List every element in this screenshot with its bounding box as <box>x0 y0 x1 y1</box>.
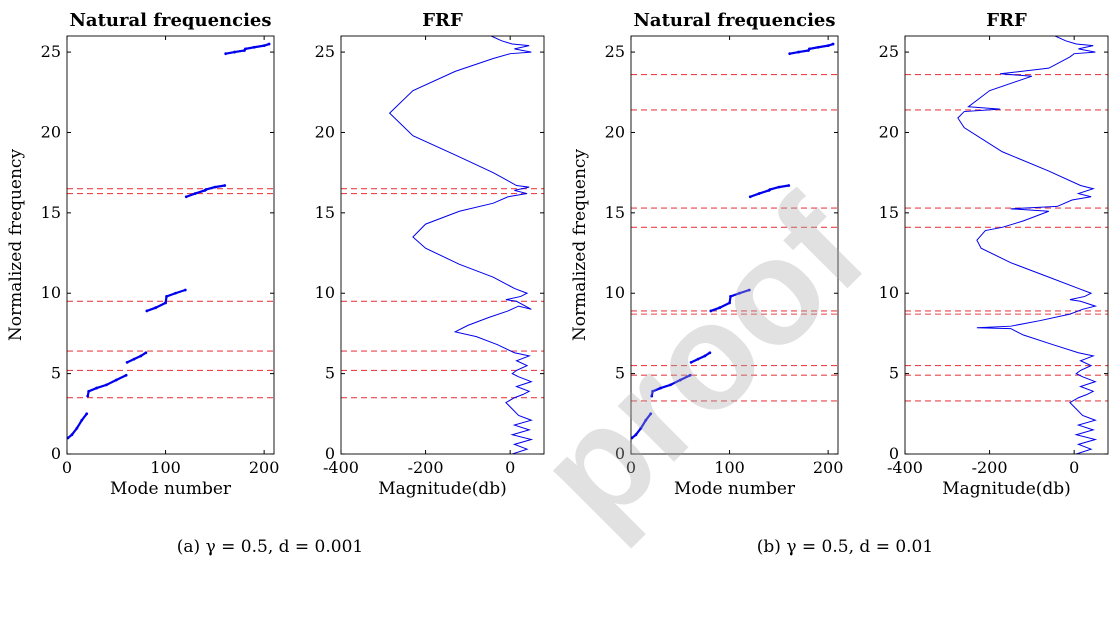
mode-cluster <box>690 351 711 364</box>
chart-title: FRF <box>422 10 463 31</box>
y-tick-label: 25 <box>605 42 625 61</box>
y-tick-label: 10 <box>879 283 899 302</box>
chart-title: Natural frequencies <box>69 10 271 31</box>
mode-cluster <box>126 351 147 364</box>
mode-cluster <box>710 288 750 312</box>
x-tick-label: 100 <box>714 458 745 477</box>
y-tick-label: 10 <box>41 283 61 302</box>
y-tick-label: 5 <box>51 364 61 383</box>
x-tick-label: 0 <box>62 458 72 477</box>
y-tick-label: 0 <box>615 444 625 463</box>
y-tick-label: 15 <box>605 203 625 222</box>
chart-panel-b-left: 0 100 200 0 5 10 15 20 25 Natural frequencies Mode… <box>570 10 843 499</box>
x-tick-label: 0 <box>505 458 515 477</box>
x-tick-label: 100 <box>150 458 181 477</box>
y-tick-label: 0 <box>51 444 61 463</box>
y-tick-label: 15 <box>879 203 899 222</box>
mode-cluster <box>86 374 127 397</box>
mode-cluster <box>631 413 652 439</box>
axes-frame <box>66 35 275 455</box>
axes-frame <box>340 35 545 455</box>
caption-a: (a) γ = 0.5, d = 0.001 <box>177 537 363 557</box>
axes-frame <box>630 35 839 455</box>
chart-panel-a-right: -400 -200 0 0 5 10 15 20 25 FRF Magnitude(db) <box>315 10 545 499</box>
chart-panel-b-right: -400 -200 0 0 5 10 15 20 25 FRF Magnitude(db) <box>879 10 1109 499</box>
chart-panel-a-left: 0 100 200 0 5 10 15 20 25 Natural frequencies Mode… <box>6 10 279 499</box>
y-tick-label: 25 <box>315 42 335 61</box>
y-tick-label: 15 <box>315 203 335 222</box>
y-tick-label: 5 <box>615 364 625 383</box>
y-axis-label: Normalized frequency <box>570 149 590 342</box>
x-tick-label: -400 <box>887 458 923 477</box>
mode-cluster <box>225 42 270 55</box>
y-tick-label: 20 <box>605 122 625 141</box>
axes-frame <box>904 35 1109 455</box>
x-tick-label: 0 <box>626 458 636 477</box>
y-tick-label: 20 <box>41 122 61 141</box>
mode-cluster <box>789 42 834 55</box>
chart-title: FRF <box>986 10 1027 31</box>
y-tick-label: 20 <box>315 122 335 141</box>
mode-cluster <box>67 413 88 439</box>
mode-cluster <box>749 184 789 198</box>
mode-cluster <box>146 288 186 312</box>
x-tick-label: 200 <box>813 458 844 477</box>
x-tick-label: 200 <box>249 458 280 477</box>
y-axis-label: Normalized frequency <box>6 149 26 342</box>
y-tick-label: 5 <box>889 364 899 383</box>
x-tick-label: -200 <box>408 458 444 477</box>
x-tick-label: -400 <box>323 458 359 477</box>
y-tick-label: 25 <box>879 42 899 61</box>
y-tick-label: 5 <box>325 364 335 383</box>
x-axis-label: Mode number <box>110 479 232 499</box>
mode-cluster <box>650 374 691 397</box>
chart-title: Natural frequencies <box>633 10 835 31</box>
x-tick-label: -200 <box>972 458 1008 477</box>
frf-curve <box>957 36 1098 454</box>
y-tick-label: 10 <box>605 283 625 302</box>
y-tick-label: 0 <box>325 444 335 463</box>
x-axis-label: Magnitude(db) <box>942 479 1071 499</box>
y-tick-label: 15 <box>41 203 61 222</box>
y-tick-label: 25 <box>41 42 61 61</box>
caption-b: (b) γ = 0.5, d = 0.01 <box>757 537 933 557</box>
x-axis-label: Magnitude(db) <box>378 479 507 499</box>
y-tick-label: 0 <box>889 444 899 463</box>
x-tick-label: 0 <box>1069 458 1079 477</box>
y-tick-label: 10 <box>315 283 335 302</box>
y-tick-label: 20 <box>879 122 899 141</box>
frf-curve <box>388 36 534 454</box>
mode-cluster <box>185 184 225 198</box>
x-axis-label: Mode number <box>674 479 796 499</box>
